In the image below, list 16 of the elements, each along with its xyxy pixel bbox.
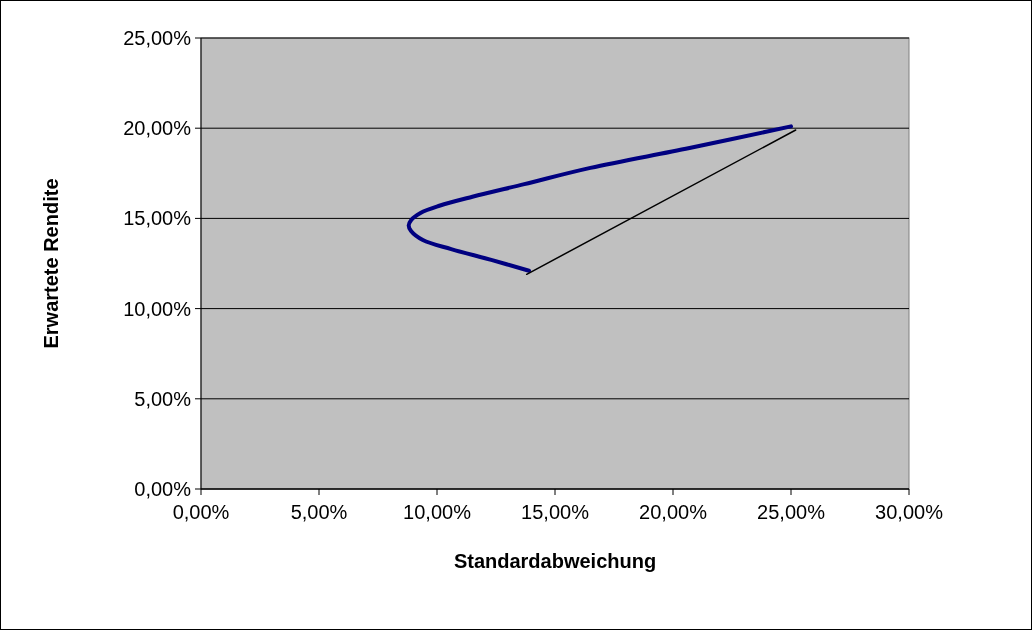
y-tick-label: 20,00% [123,117,192,140]
y-axis-title: Erwartete Rendite [40,178,62,349]
line-series [406,124,793,273]
y-tick-label: 5,00% [134,387,192,410]
y-tick-label: 25,00% [123,27,192,49]
x-tick-label: 15,00% [521,501,590,523]
x-axis-title: Standardabweichung [453,550,657,572]
x-tick-label: 20,00% [639,501,708,523]
x-tick-label: 0,00% [172,501,230,523]
x-tick-label: 30,00% [875,501,944,523]
x-tick-label: 10,00% [403,501,472,523]
x-tick-label: 25,00% [757,501,826,523]
y-tick-label: 15,00% [123,207,192,230]
x-tick-label: 5,00% [290,501,348,523]
y-tick-label: 10,00% [123,297,192,320]
y-tick-label: 0,00% [134,478,192,500]
